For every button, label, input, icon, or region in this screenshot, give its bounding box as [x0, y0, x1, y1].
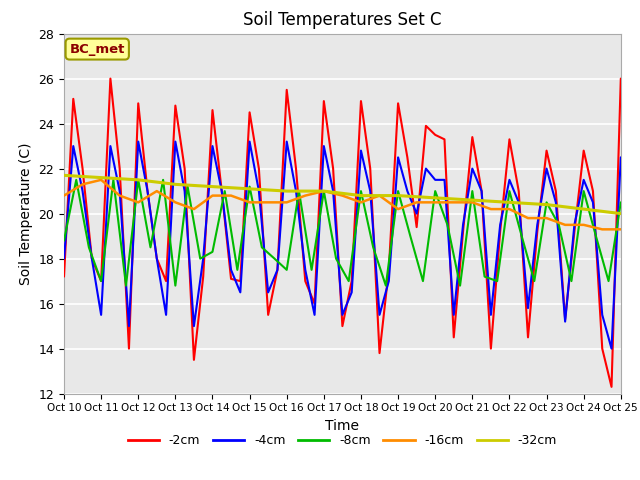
Legend: -2cm, -4cm, -8cm, -16cm, -32cm: -2cm, -4cm, -8cm, -16cm, -32cm [123, 429, 562, 452]
Title: Soil Temperatures Set C: Soil Temperatures Set C [243, 11, 442, 29]
Y-axis label: Soil Temperature (C): Soil Temperature (C) [19, 143, 33, 285]
Text: BC_met: BC_met [70, 43, 125, 56]
X-axis label: Time: Time [325, 419, 360, 433]
